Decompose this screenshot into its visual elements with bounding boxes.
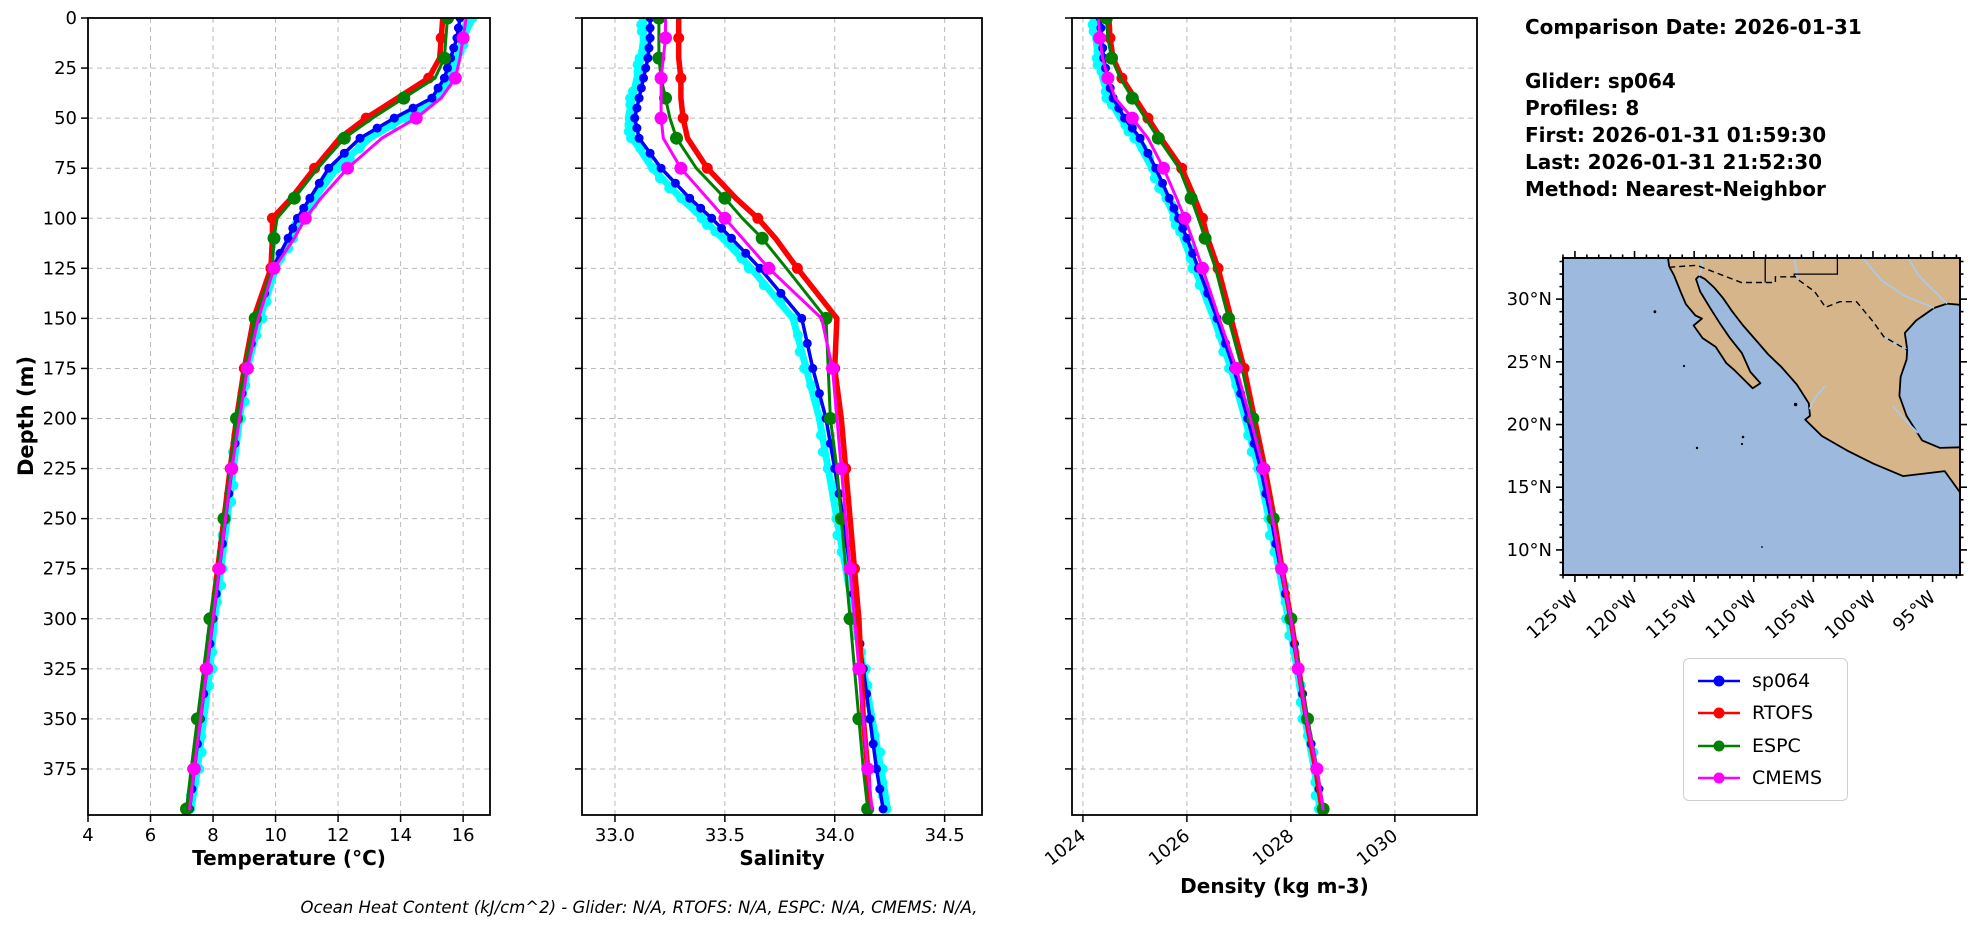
map-land-mexico — [1667, 258, 1960, 494]
x-tick-label: 33.5 — [705, 825, 745, 846]
legend-item-cmems: CMEMS — [1696, 767, 1841, 789]
y-tick-label: 100 — [43, 208, 77, 229]
x-tick-label: 1030 — [1353, 825, 1402, 870]
y-tick-label: 25 — [54, 58, 77, 79]
x-tick-label: 1028 — [1249, 825, 1298, 870]
series-ESPC-line — [657, 18, 870, 811]
x-tick-label: 12 — [327, 825, 350, 846]
us-state-borders — [1764, 258, 1839, 283]
legend-item-espc: ESPC — [1696, 735, 1841, 757]
y-tick-label: 275 — [43, 559, 77, 580]
location-map: 125°W 120°W 115°W 110°W 105°W 100°W 95°W 10°N 15… — [1507, 251, 1967, 644]
map-lon-label: 125°W — [1523, 587, 1583, 644]
legend-swatch-line-marker — [1698, 707, 1740, 719]
y-tick-label: 125 — [43, 258, 77, 279]
y-tick-label: 200 — [43, 409, 77, 430]
density-profile-plot: 1024 1026 1028 1030 — [1041, 17, 1478, 870]
x-tick-label: 6 — [145, 825, 156, 846]
map-lon-label: 120°W — [1582, 587, 1642, 644]
temperature-axis-label: Temperature (°C) — [192, 846, 386, 870]
y-tick-label: 225 — [43, 459, 77, 480]
salinity-profile-plot: 33.0 33.5 34.0 34.5 — [575, 17, 983, 846]
y-tick-label: 375 — [43, 759, 77, 780]
ocean-heat-content-caption: Ocean Heat Content (kJ/cm^2) - Glider: N… — [300, 898, 978, 917]
map-lat-label: 25°N — [1507, 352, 1552, 373]
depth-axis-label: Depth (m) — [14, 355, 38, 477]
x-tick-label: 10 — [264, 825, 287, 846]
legend-swatch-line-marker — [1698, 675, 1740, 687]
legend-label: sp064 — [1752, 670, 1811, 693]
y-tick-label: 175 — [43, 358, 77, 379]
map-lon-label: 105°W — [1761, 587, 1821, 644]
map-frame — [1562, 257, 1961, 576]
y-tick-label: 0 — [66, 8, 77, 29]
density-axis-label: Density (kg m-3) — [1180, 874, 1369, 898]
x-tick-label: 1024 — [1041, 825, 1090, 870]
series-CMEMS-markers — [1093, 31, 1324, 776]
info-spacer — [1525, 41, 1862, 68]
legend-swatch-line-marker — [1698, 740, 1740, 752]
last-profile-time-text: Last: 2026-01-31 21:52:30 — [1525, 150, 1823, 174]
y-tick-label: 150 — [43, 308, 77, 329]
x-tick-label: 33.0 — [595, 825, 635, 846]
y-tick-label: 350 — [43, 709, 77, 730]
plot-area: 33.0 33.5 34.0 34.5 — [575, 17, 983, 846]
legend-label: ESPC — [1752, 734, 1801, 757]
map-canvas: 125°W 120°W 115°W 110°W 105°W 100°W 95°W 10°N 15… — [1507, 251, 1967, 644]
series-ESPC-markers — [1099, 18, 1330, 815]
x-tick-label: 1026 — [1145, 825, 1194, 870]
comparison-date-text: Comparison Date: 2026-01-31 — [1525, 15, 1862, 39]
y-tick-label: 325 — [43, 659, 77, 680]
map-lat-label: 30°N — [1507, 289, 1552, 310]
method-text: Method: Nearest-Neighbor — [1525, 177, 1826, 201]
y-tick-label: 50 — [54, 108, 77, 129]
profiles-count-text: Profiles: 8 — [1525, 96, 1640, 120]
first-profile-time-text: First: 2026-01-31 01:59:30 — [1525, 123, 1827, 147]
x-tick-label: 14 — [389, 825, 412, 846]
y-tick-label: 300 — [43, 609, 77, 630]
y-tick-label: 75 — [54, 158, 77, 179]
x-tick-label: 8 — [207, 825, 218, 846]
comparison-info-panel: Comparison Date: 2026-01-31 Glider: sp06… — [1525, 14, 1862, 203]
legend-item-rtofs: RTOFS — [1696, 702, 1841, 724]
glider-id-text: Glider: sp064 — [1525, 69, 1676, 93]
x-tick-label: 16 — [452, 825, 475, 846]
salinity-axis-label: Salinity — [739, 846, 825, 870]
map-lon-label: 110°W — [1702, 587, 1762, 644]
map-lon-label: 100°W — [1821, 587, 1881, 644]
temperature-profile-plot: 4 6 8 10 12 14 16 0 25 50 75 100 125 150 175 200 225 250 2… — [43, 8, 491, 846]
rivers — [1698, 258, 1948, 434]
legend-label: RTOFS — [1752, 702, 1814, 725]
plot-area: 4 6 8 10 12 14 16 0 25 50 75 100 125 150 175 200 225 250 2… — [43, 8, 491, 846]
map-lon-label: 95°W — [1889, 587, 1940, 636]
legend-label: CMEMS — [1752, 766, 1823, 789]
series-CMEMS-markers — [654, 31, 875, 776]
series-CMEMS-markers — [187, 31, 470, 776]
map-lat-label: 10°N — [1507, 540, 1552, 561]
x-tick-label: 4 — [82, 825, 93, 846]
legend-swatch-line-marker — [1698, 772, 1740, 784]
map-lon-label: 115°W — [1642, 587, 1702, 644]
plot-area: 1024 1026 1028 1030 — [1041, 17, 1478, 870]
map-lat-label: 15°N — [1507, 477, 1552, 498]
legend-item-sp064: sp064 — [1696, 670, 1841, 692]
y-tick-label: 250 — [43, 509, 77, 530]
islands — [1653, 310, 1798, 548]
map-lat-label: 20°N — [1507, 415, 1552, 436]
legend: sp064 RTOFS ESPC CMEMS — [1683, 658, 1848, 801]
x-tick-label: 34.5 — [925, 825, 965, 846]
us-mexico-border-line — [1669, 264, 1908, 351]
x-tick-label: 34.0 — [815, 825, 855, 846]
